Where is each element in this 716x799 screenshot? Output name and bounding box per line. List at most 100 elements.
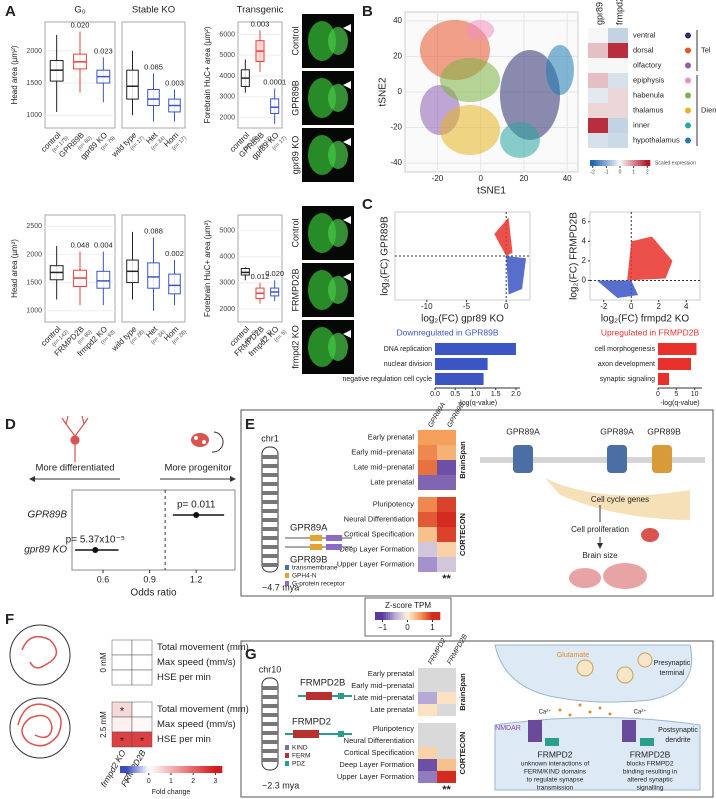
y-tick-label: 2000 — [26, 48, 42, 55]
plot-frame — [44, 214, 116, 323]
heat-cell — [111, 669, 133, 686]
plot-frame — [44, 21, 116, 129]
colorbar-step — [171, 766, 174, 773]
gene-domain — [338, 693, 344, 699]
y-tick-label: 1000 — [26, 112, 42, 119]
row-label: inner — [633, 120, 650, 129]
heat-cell — [111, 716, 133, 733]
row-label: Neural Differentiation — [344, 736, 414, 745]
heat-cell — [437, 704, 456, 716]
heat-cell — [437, 747, 456, 759]
panel-letter: G — [245, 646, 257, 663]
colorbar-step — [375, 612, 378, 620]
legend-label: G-protein receptor — [292, 581, 346, 588]
heat-cell — [588, 73, 608, 88]
colorbar-step — [409, 612, 413, 620]
heat-cell — [131, 731, 153, 748]
heat-cell — [437, 460, 456, 475]
heat-cell — [608, 43, 628, 58]
colorbar-step — [616, 160, 619, 166]
chromosome-band — [262, 758, 278, 762]
colorbar-step — [620, 160, 623, 166]
heat-cell — [131, 639, 153, 656]
x-tick-label: 0 — [656, 391, 660, 398]
panel-letter: A — [5, 3, 16, 20]
row-label: epiphysis — [633, 75, 665, 84]
x-tick-label: -10 — [421, 302, 433, 311]
heat-cell — [437, 723, 456, 735]
row-label: Early prenatal — [368, 669, 415, 678]
heat-cell — [437, 680, 456, 692]
colorbar-step — [420, 612, 423, 620]
row-label: Deep Layer Formation — [339, 544, 414, 553]
diagram-label: Cell cycle genes — [591, 495, 649, 504]
x-axis-label: log₂(FC) frmpd2 KO — [601, 314, 690, 325]
heat-cell — [418, 497, 437, 512]
y-tick-label: 0 — [398, 87, 403, 96]
colorbar-step — [178, 766, 182, 773]
colorbar-step — [594, 160, 597, 166]
heat-cell — [437, 668, 456, 680]
y-axis-label: log₂(FC) GPR89B — [380, 216, 391, 296]
bar-chart-title: Downregulated in GPR89B — [396, 327, 498, 337]
chromosome-band — [262, 518, 278, 522]
category-label: negative regulation cell cycle — [343, 376, 433, 383]
p-value: 0.003 — [251, 19, 270, 28]
heat-cell — [418, 557, 437, 572]
arrowhead — [343, 81, 351, 89]
row-label: Neural Differentiation — [344, 514, 414, 523]
colorbar-step — [211, 766, 215, 773]
progenitor-icon — [191, 431, 224, 453]
diagram-label: terminal — [660, 670, 685, 677]
x-axis-label: -log(q-value) — [458, 400, 497, 407]
p-value: 0.020 — [71, 21, 90, 30]
diagram-label: transmission — [537, 785, 574, 792]
chromosome-band — [262, 527, 278, 531]
heat-cell — [437, 692, 456, 704]
heat-cell — [418, 747, 437, 759]
colorbar-step — [142, 766, 146, 773]
colorbar-step — [385, 612, 389, 620]
colorbar-step — [431, 612, 434, 620]
odds-point — [92, 547, 99, 553]
x-axis-label: -log(q-value) — [660, 400, 699, 407]
cluster-dot — [685, 92, 691, 99]
legend-label: GPH4-N — [292, 573, 317, 580]
diagram-label: altered synaptic — [627, 777, 673, 784]
colorbar-step — [418, 612, 421, 620]
colorbar-step — [640, 160, 643, 166]
chromosome-band — [262, 554, 278, 558]
diagram-label: Presynaptic — [654, 660, 691, 667]
row-label: Upper Layer Formation — [337, 772, 414, 781]
heat-cell — [437, 512, 456, 527]
colorbar-step — [590, 160, 593, 166]
chromosome-band — [262, 545, 278, 549]
image-label: frmpd2 KO — [290, 325, 300, 369]
plot-frame — [71, 489, 236, 571]
y-tick-label: -20 — [390, 123, 402, 132]
colorbar-step — [403, 612, 406, 620]
row-label: Cortical Specification — [344, 748, 414, 757]
colorbar-step — [407, 612, 410, 620]
legend-label: KIND — [292, 745, 308, 752]
y-tick-label: 1500 — [26, 80, 42, 87]
y-tick-label: 5000 — [219, 52, 235, 59]
x-tick-label: 0 — [629, 302, 634, 311]
significance: ** — [442, 573, 451, 585]
heat-cell — [418, 445, 437, 460]
x-tick-label: 1.5 — [491, 391, 501, 398]
legend-swatch — [285, 761, 289, 766]
colorbar-step — [148, 766, 151, 773]
colorbar-step — [392, 612, 395, 620]
p-value: 0.012 — [251, 272, 270, 281]
odds-point — [193, 512, 200, 518]
arrowhead — [343, 330, 351, 338]
colorbar-step — [600, 160, 603, 166]
colorbar-step — [626, 160, 629, 166]
colorbar-step — [592, 160, 595, 166]
diagram-label: FERM/KIND domains — [524, 769, 587, 776]
colorbar-step — [379, 612, 382, 620]
chromosome-band — [262, 713, 278, 717]
row-label: Late mid−prenatal — [354, 462, 415, 471]
gene-label: GPR89A — [290, 523, 328, 534]
